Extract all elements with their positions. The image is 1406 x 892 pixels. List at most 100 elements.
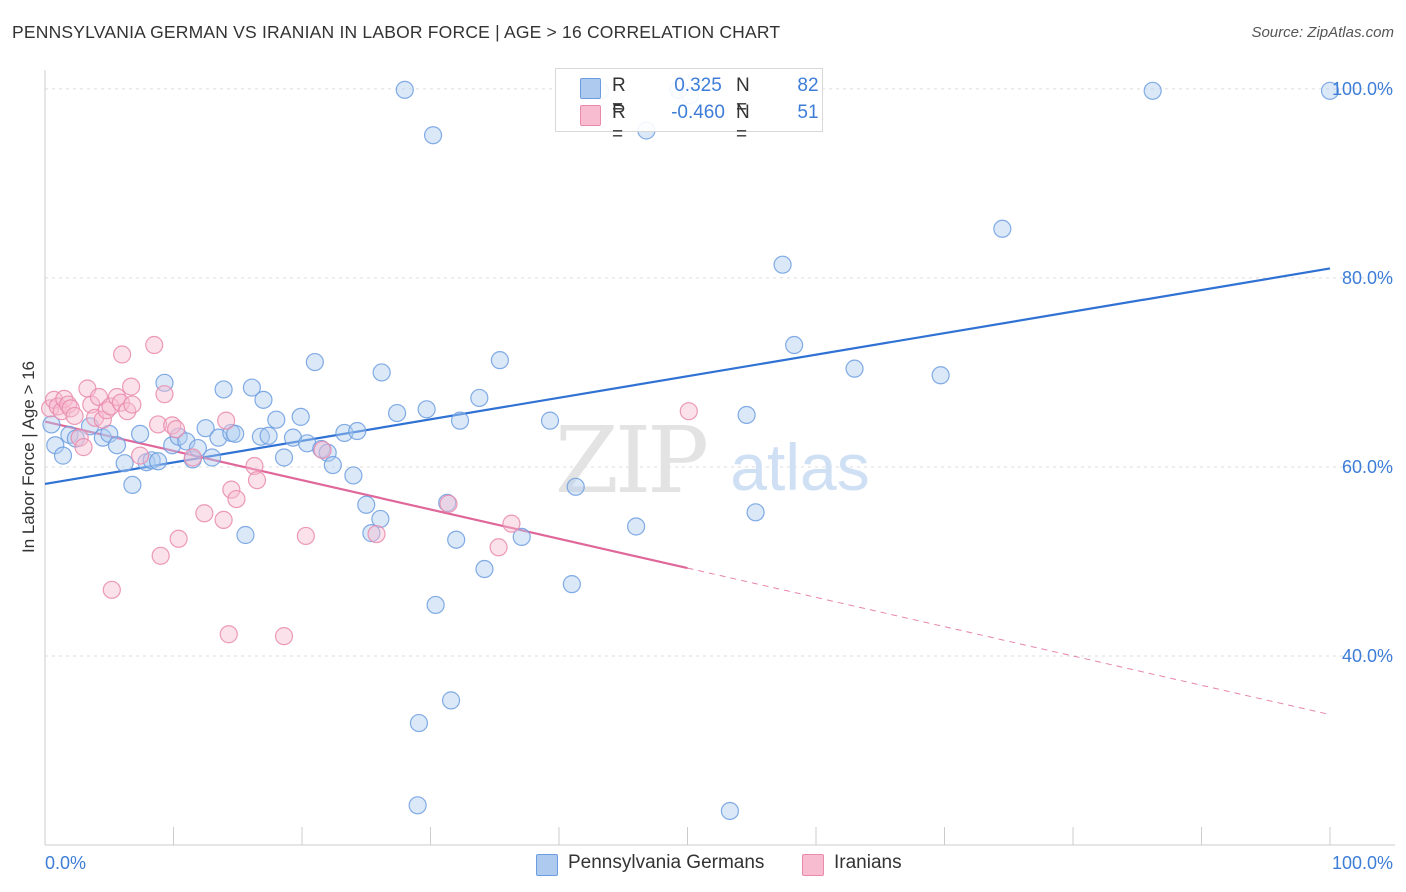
- point-pennsylvania-german: [540, 411, 560, 430]
- labels-layer: 40.0% 60.0% 80.0% 100.0% 0.0% 100.0% In Labor …: [19, 79, 1393, 873]
- pink-swatch-icon: [580, 105, 601, 126]
- axes-layer: [44, 70, 1395, 846]
- legend-r-label: R =: [612, 75, 626, 118]
- point-pennsylvania-german: [626, 517, 646, 536]
- watermark: ZIP atlas: [555, 407, 870, 514]
- point-iranian: [313, 440, 332, 460]
- point-iranian: [148, 415, 168, 434]
- point-pennsylvania-german: [142, 451, 161, 470]
- point-pennsylvania-german: [323, 455, 342, 475]
- point-pennsylvania-german: [512, 527, 531, 546]
- point-pennsylvania-german: [409, 713, 429, 733]
- blue-swatch-icon: [536, 854, 558, 876]
- legend-n-label: N =: [736, 75, 750, 118]
- chart-title: PENNSYLVANIA GERMAN VS IRANIAN IN LABOR …: [12, 22, 781, 42]
- point-pennsylvania-german: [202, 448, 222, 467]
- point-iranian: [222, 480, 241, 499]
- point-pennsylvania-german: [475, 559, 494, 579]
- point-pennsylvania-german: [115, 454, 134, 473]
- correlation-legend: R = 0.325 N = 82 R = -0.460 N = 51: [555, 68, 823, 145]
- point-pennsylvania-german: [130, 424, 150, 443]
- point-pennsylvania-german: [362, 524, 381, 543]
- legend-n-value: 82: [797, 75, 819, 96]
- x-tick-label: 100.0%: [1332, 853, 1393, 873]
- point-pennsylvania-german: [259, 426, 278, 445]
- point-pennsylvania-german: [993, 219, 1012, 238]
- point-iranian: [74, 438, 93, 457]
- trendline-extension-iranian: [687, 567, 1331, 716]
- legend-n-label: N =: [736, 102, 750, 145]
- point-pennsylvania-german: [42, 415, 61, 434]
- watermark-atlas: atlas: [730, 430, 869, 504]
- point-pennsylvania-german: [450, 411, 470, 430]
- point-pennsylvania-german: [1320, 81, 1340, 100]
- point-iranian: [183, 448, 202, 467]
- point-iranian: [155, 385, 174, 404]
- point-pennsylvania-german: [490, 351, 509, 370]
- point-pennsylvania-german: [274, 448, 294, 467]
- point-iranian: [217, 411, 236, 430]
- point-pennsylvania-german: [566, 477, 585, 496]
- series-legend-label: Pennsylvania Germans: [568, 852, 765, 873]
- point-pennsylvania-german: [348, 421, 367, 441]
- point-iranian: [439, 494, 458, 513]
- trendline-pennsylvania-german: [44, 267, 1331, 486]
- point-pennsylvania-german: [387, 403, 407, 423]
- point-pennsylvania-german: [291, 407, 310, 426]
- point-iranian: [101, 397, 120, 416]
- point-pennsylvania-german: [123, 475, 142, 495]
- point-pennsylvania-german: [931, 366, 950, 385]
- series-legend: Pennsylvania Germans Iranians: [0, 852, 1406, 878]
- point-iranian: [121, 377, 141, 396]
- point-pennsylvania-german: [188, 438, 208, 458]
- point-pennsylvania-german: [177, 432, 196, 451]
- point-iranian: [245, 456, 264, 476]
- point-iranian: [123, 395, 142, 414]
- point-iranian: [102, 580, 121, 599]
- y-tick-label: 40.0%: [1342, 646, 1393, 666]
- point-pennsylvania-german: [426, 595, 445, 615]
- point-pennsylvania-german: [423, 126, 443, 145]
- point-pennsylvania-german: [785, 335, 804, 355]
- y-tick-label: 60.0%: [1342, 457, 1393, 477]
- x-tick-label: 0.0%: [45, 853, 86, 873]
- trendline-iranian: [44, 420, 688, 570]
- pink-swatch-icon: [802, 854, 824, 876]
- point-pennsylvania-german: [344, 466, 363, 485]
- point-pennsylvania-german: [845, 359, 864, 378]
- point-pennsylvania-german: [267, 410, 286, 429]
- point-iranian: [70, 428, 89, 447]
- point-pennsylvania-german: [236, 525, 255, 545]
- point-pennsylvania-german: [441, 691, 461, 710]
- point-iranian: [367, 524, 386, 544]
- y-tick-label: 80.0%: [1342, 268, 1393, 288]
- legend-r-label: R =: [612, 102, 626, 145]
- point-iranian: [489, 538, 508, 557]
- point-iranian: [214, 510, 233, 529]
- point-iranian: [502, 514, 521, 533]
- point-pennsylvania-german: [562, 575, 581, 594]
- point-pennsylvania-german: [196, 419, 215, 438]
- point-pennsylvania-german: [371, 509, 390, 529]
- point-iranian: [247, 471, 267, 490]
- watermark-zip: ZIP: [555, 407, 706, 514]
- point-pennsylvania-german: [773, 255, 792, 274]
- point-pennsylvania-german: [438, 493, 457, 512]
- point-pennsylvania-german: [408, 796, 427, 815]
- source-credit: Source: ZipAtlas.com: [1251, 24, 1394, 41]
- legend-r-value: -0.460: [671, 102, 725, 123]
- point-iranian: [145, 335, 164, 355]
- point-pennsylvania-german: [226, 424, 245, 443]
- point-pennsylvania-german: [1143, 81, 1162, 100]
- point-iranian: [65, 406, 84, 426]
- point-iranian: [169, 529, 188, 548]
- point-pennsylvania-german: [148, 452, 168, 471]
- point-iranian: [679, 402, 698, 421]
- y-tick-label: 100.0%: [1332, 79, 1393, 99]
- point-pennsylvania-german: [746, 503, 765, 522]
- point-pennsylvania-german: [470, 388, 489, 408]
- point-iranian: [166, 420, 186, 439]
- grid-layer: [45, 88, 1395, 657]
- legend-r-value: 0.325: [674, 75, 722, 96]
- point-pennsylvania-german: [305, 352, 324, 372]
